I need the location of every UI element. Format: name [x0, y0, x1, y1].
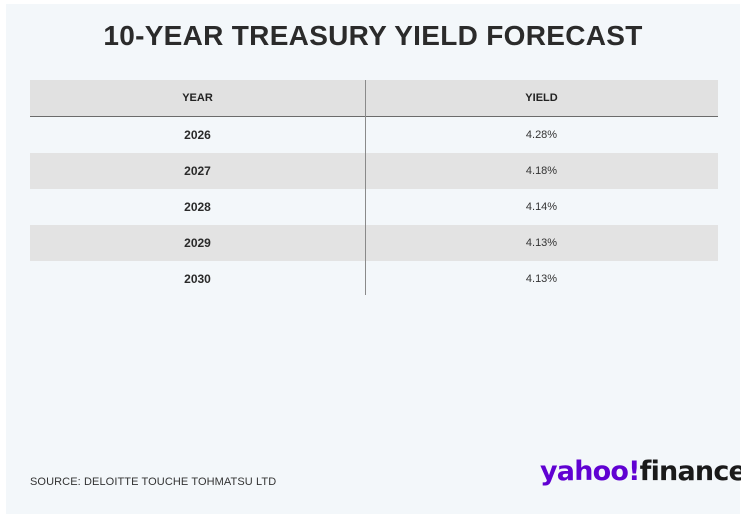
year-cell: 2029: [184, 236, 211, 250]
year-cell: 2030: [184, 272, 211, 286]
yield-cell: 4.13%: [525, 273, 558, 285]
source-note: SOURCE: DELOITTE TOUCHE TOHMATSU LTD: [30, 476, 277, 488]
chart-title: 10-YEAR TREASURY YIELD FORECAST: [103, 20, 643, 51]
column-divider: [365, 80, 366, 295]
yield-cell: 4.28%: [525, 129, 558, 141]
table-row: 2030 4.13%: [30, 261, 718, 297]
logo-finance-text: finance: [639, 456, 741, 487]
yield-table: YEAR YIELD 2026 4.28% 2027 4.18% 2028 4.…: [30, 80, 718, 297]
column-header-yield: YIELD: [525, 92, 558, 104]
year-cell: 2026: [184, 128, 211, 142]
yield-cell: 4.18%: [525, 165, 558, 177]
column-header-year: YEAR: [182, 92, 213, 104]
yield-cell: 4.13%: [525, 237, 558, 249]
table-row: 2027 4.18%: [30, 153, 718, 189]
year-cell: 2027: [184, 164, 211, 178]
yahoo-finance-logo: yahoo!finance: [540, 456, 741, 487]
table-row: 2028 4.14%: [30, 189, 718, 225]
year-cell: 2028: [184, 200, 211, 214]
yield-cell: 4.14%: [525, 201, 558, 213]
table-row: 2029 4.13%: [30, 225, 718, 261]
table-row: 2026 4.28%: [30, 117, 718, 153]
table-header: YEAR YIELD: [30, 80, 718, 117]
logo-yahoo-text: yahoo!: [540, 456, 640, 487]
